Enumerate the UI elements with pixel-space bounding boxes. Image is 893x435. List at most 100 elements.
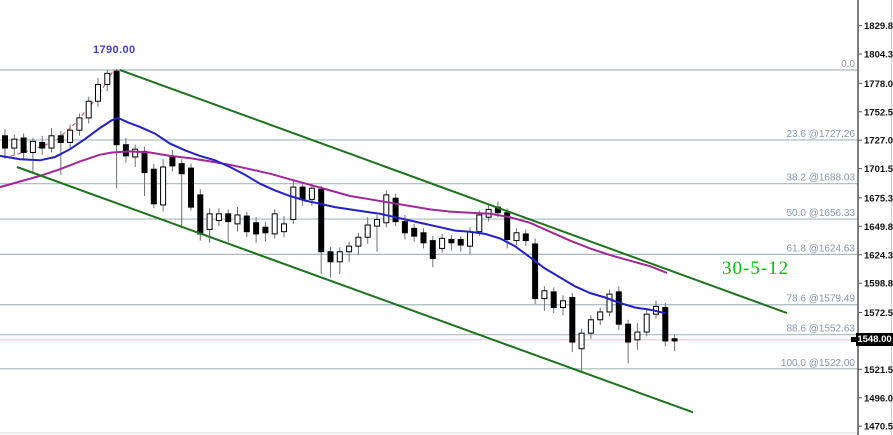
- fib-level-label: 78.6 @1579.49: [786, 294, 855, 305]
- candle-bearish: [122, 144, 129, 157]
- candle-bullish: [578, 332, 585, 350]
- candle-bullish: [587, 319, 594, 334]
- candle-bullish: [541, 290, 548, 300]
- axis-tick-label[interactable]: 1804.30: [864, 50, 893, 61]
- fib-level-label: 61.8 @1624.63: [786, 243, 855, 254]
- candle-bearish: [401, 221, 408, 234]
- candle-bearish: [225, 213, 232, 223]
- candle-bullish: [346, 245, 353, 253]
- candle-bearish: [188, 167, 194, 208]
- channel-upper-line: [119, 69, 788, 315]
- candle-bearish: [113, 70, 120, 146]
- candle-bearish: [197, 194, 204, 235]
- candle-bullish: [29, 140, 36, 154]
- axis-tick-label[interactable]: 1701.55: [864, 164, 893, 175]
- candle-bearish: [615, 291, 622, 325]
- candle-bearish: [457, 238, 464, 246]
- axis-tick-label[interactable]: 1727.05: [864, 136, 893, 147]
- candle-bullish: [290, 186, 297, 220]
- candle-bullish: [48, 135, 55, 149]
- axis-tick-label[interactable]: 1496.05: [864, 393, 893, 404]
- candle-bearish: [550, 291, 557, 308]
- impulse-trendline: [3, 70, 114, 159]
- fib-level-label: 38.2 @1688.03: [786, 173, 855, 184]
- axis-tick-label[interactable]: 1624.30: [864, 250, 893, 261]
- axis-tick-label[interactable]: 1598.80: [864, 279, 893, 290]
- fib-level-label: 0.0: [841, 59, 855, 70]
- candle-bearish: [141, 150, 148, 174]
- ma-fast-blue: [0, 116, 666, 315]
- axis-tick-label[interactable]: 1649.80: [864, 222, 893, 233]
- candle-bullish: [206, 213, 213, 230]
- candle-bearish: [429, 240, 436, 259]
- candle-bearish: [318, 188, 325, 253]
- candle-bearish: [262, 226, 269, 234]
- candle-bearish: [57, 135, 64, 143]
- current-price-tag-notch: [851, 337, 856, 342]
- candle-bullish: [234, 214, 241, 225]
- candle-bearish: [411, 227, 418, 237]
- current-price-tag: 1548.00: [856, 333, 893, 346]
- candle-bullish: [597, 311, 604, 321]
- candle-bullish: [439, 237, 446, 249]
- fib-level-label: 100.0 @1522.00: [781, 358, 856, 369]
- candle-bullish: [374, 218, 380, 227]
- candle-bearish: [20, 137, 27, 154]
- axis-tick-label[interactable]: 1829.80: [864, 21, 893, 32]
- fib-level-label: 88.6 @1552.63: [786, 324, 855, 335]
- candle-bullish: [643, 313, 650, 333]
- candle-bullish: [271, 213, 278, 235]
- candle-bearish: [39, 141, 46, 149]
- axis-tick-label[interactable]: 1572.55: [864, 308, 893, 319]
- candle-bullish: [132, 148, 139, 158]
- chart-date-annotation: 30-5-12: [722, 258, 790, 279]
- axis-tick-label[interactable]: 1521.55: [864, 365, 893, 376]
- axis-tick-label[interactable]: 1752.55: [864, 107, 893, 118]
- axis-tick-label[interactable]: 1470.55: [864, 422, 893, 433]
- candle-bullish: [560, 300, 566, 308]
- candle-bearish: [625, 323, 632, 343]
- candle-bearish: [532, 243, 539, 300]
- candle-bullish: [606, 293, 613, 313]
- candle-bearish: [169, 156, 176, 167]
- candle-bullish: [104, 72, 111, 85]
- candle-bullish: [336, 251, 343, 263]
- candle-bearish: [522, 233, 529, 242]
- candle-bearish: [243, 215, 250, 233]
- channel-lower-line: [16, 166, 694, 414]
- candle-bearish: [392, 197, 399, 223]
- candle-bearish: [671, 338, 678, 342]
- candle-bullish: [67, 129, 74, 143]
- candle-bearish: [150, 168, 157, 205]
- candle-bearish: [420, 232, 427, 244]
- candle-bullish: [308, 187, 315, 200]
- candle-bullish: [364, 224, 371, 238]
- axis-tick-label[interactable]: 1778.05: [864, 79, 893, 90]
- candle-bearish: [299, 186, 306, 200]
- ma-slow-purple: [0, 150, 668, 274]
- candle-bullish: [281, 223, 287, 233]
- axis-tick-label[interactable]: 1675.30: [864, 193, 893, 204]
- candle-bullish: [215, 213, 222, 222]
- candle-bullish: [513, 232, 520, 242]
- candle-bearish: [504, 212, 511, 240]
- peak-price-label: 1790.00: [93, 44, 136, 56]
- candle-bullish: [467, 231, 473, 247]
- candle-bullish: [11, 138, 18, 149]
- fib-level-label: 23.6 @1727.26: [786, 129, 855, 140]
- candle-bullish: [95, 83, 101, 102]
- candle-bearish: [569, 296, 576, 343]
- candle-bearish: [448, 238, 455, 244]
- fib-level-label: 50.0 @1656.33: [786, 208, 855, 219]
- candle-bearish: [327, 251, 334, 263]
- candle-bearish: [662, 306, 669, 342]
- candle-bearish: [253, 222, 260, 235]
- candle-bullish: [85, 100, 92, 119]
- candle-bullish: [383, 194, 390, 224]
- candle-bearish: [178, 163, 185, 175]
- candle-bullish: [476, 214, 483, 233]
- candle-bearish: [2, 135, 8, 149]
- candle-bullish: [634, 331, 641, 341]
